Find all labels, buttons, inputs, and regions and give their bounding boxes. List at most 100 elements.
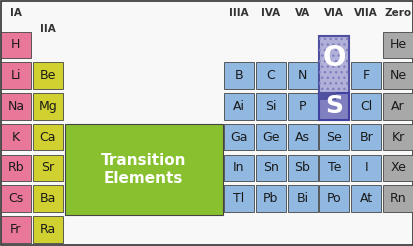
Bar [319,36,349,94]
Bar [350,93,380,120]
Bar [1,93,31,120]
Bar [319,124,349,150]
Text: Rb: Rb [7,161,24,174]
Text: He: He [389,38,406,51]
Bar [287,155,317,181]
Text: Ai: Ai [232,100,244,113]
Text: Pb: Pb [262,192,278,205]
Text: Ga: Ga [230,131,247,144]
Text: Na: Na [7,100,24,113]
Bar [33,216,63,243]
Bar [33,155,63,181]
Text: VA: VA [294,8,309,18]
Text: At: At [359,192,372,205]
Bar [1,62,31,89]
Bar [255,155,285,181]
Text: P: P [298,100,306,113]
Text: Ge: Ge [261,131,279,144]
Text: H: H [11,38,21,51]
Text: IVA: IVA [261,8,280,18]
Text: Sr: Sr [41,161,54,174]
Text: K: K [12,131,20,144]
Text: C: C [266,69,274,82]
Text: Li: Li [11,69,21,82]
Text: Cl: Cl [359,100,371,113]
Text: As: As [294,131,309,144]
Text: Fr: Fr [10,223,21,236]
Text: Po: Po [326,192,341,205]
Bar [350,185,380,212]
Bar [350,155,380,181]
Text: Ba: Ba [40,192,56,205]
Text: Kr: Kr [391,131,404,144]
Text: Ra: Ra [40,223,56,236]
Text: Se: Se [326,131,342,144]
Bar [350,62,380,89]
Bar [223,124,253,150]
Text: Te: Te [327,161,340,174]
Bar [223,93,253,120]
Text: VIA: VIA [324,8,344,18]
Bar [382,32,412,58]
Bar [287,93,317,120]
Bar [382,93,412,120]
Bar [382,124,412,150]
Text: S: S [325,94,342,118]
Bar [33,93,63,120]
Text: Xe: Xe [389,161,405,174]
Text: Be: Be [40,69,56,82]
Bar [223,185,253,212]
Text: Transition
Elements: Transition Elements [101,153,186,186]
Text: VIIA: VIIA [354,8,377,18]
Bar [382,62,412,89]
Text: I: I [363,161,367,174]
Bar [1,185,31,212]
Text: Tl: Tl [233,192,244,205]
Bar [33,62,63,89]
Text: Cs: Cs [8,192,24,205]
Bar [287,185,317,212]
Bar [1,155,31,181]
Text: Ca: Ca [39,131,56,144]
Bar [287,124,317,150]
Bar [382,155,412,181]
Bar [64,124,222,215]
Bar [255,93,285,120]
Text: Sn: Sn [262,161,278,174]
Bar [1,32,31,58]
Bar [223,62,253,89]
Bar [1,216,31,243]
Bar [1,124,31,150]
Bar [255,124,285,150]
Bar [33,124,63,150]
Bar [319,92,349,120]
Text: Ar: Ar [390,100,404,113]
Text: Zero: Zero [384,8,411,18]
Text: IIA: IIA [40,24,55,34]
Bar [255,185,285,212]
Text: Sb: Sb [294,161,310,174]
Bar [255,62,285,89]
Bar [33,185,63,212]
Bar [319,155,349,181]
Text: Mg: Mg [38,100,57,113]
FancyBboxPatch shape [319,92,335,100]
Bar [319,36,349,94]
Text: IIIA: IIIA [228,8,248,18]
Text: Ne: Ne [389,69,406,82]
Text: O: O [322,44,345,72]
Text: Br: Br [358,131,372,144]
Text: F: F [362,69,369,82]
Text: In: In [233,161,244,174]
Bar [287,62,317,89]
Bar [223,155,253,181]
Text: Bi: Bi [296,192,308,205]
Text: Si: Si [264,100,276,113]
Bar [350,124,380,150]
Text: B: B [234,69,242,82]
Bar [319,185,349,212]
Text: IA: IA [10,8,22,18]
Bar [382,185,412,212]
Text: N: N [297,69,306,82]
Text: Rn: Rn [389,192,406,205]
